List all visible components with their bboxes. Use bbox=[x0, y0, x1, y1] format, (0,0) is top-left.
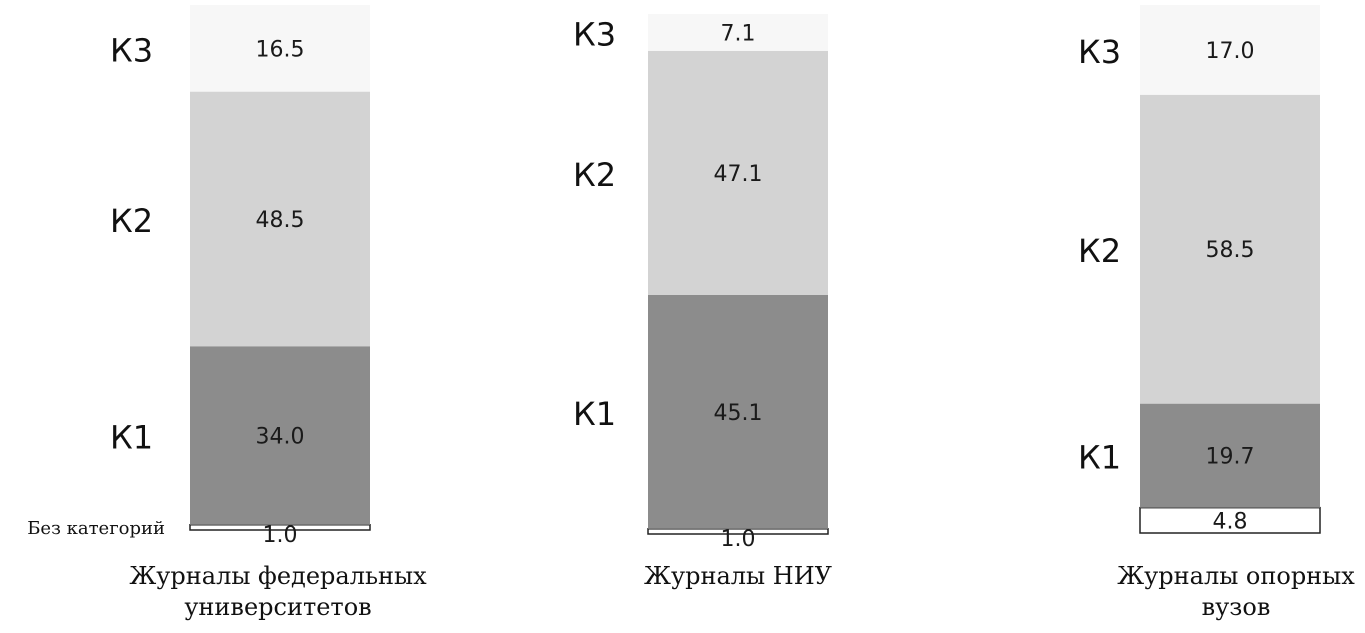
category-label: вузов bbox=[1202, 593, 1271, 621]
segment-tag: К1 bbox=[110, 419, 153, 457]
segment-tag: К2 bbox=[1078, 232, 1121, 270]
value-label: 47.1 bbox=[714, 162, 763, 187]
value-label: 48.5 bbox=[256, 208, 305, 233]
value-label: 1.0 bbox=[721, 527, 756, 552]
value-label: 34.0 bbox=[256, 425, 305, 450]
segment-tag: К2 bbox=[573, 156, 616, 194]
value-label: 7.1 bbox=[721, 21, 756, 46]
bar-group-1: 1.0 Без категорий 34.0 К1 48.5 К2 16.5 К3 Журнал… bbox=[27, 5, 427, 621]
bar-group-2: 1.0 45.1 К1 47.1 К2 7.1 К3 Журналы НИУ bbox=[573, 14, 833, 590]
value-label: 16.5 bbox=[256, 37, 305, 62]
value-label: 19.7 bbox=[1206, 445, 1255, 470]
bar-segment-k1 bbox=[648, 294, 828, 529]
category-label: Журналы федеральных bbox=[129, 562, 427, 590]
segment-tag: К1 bbox=[573, 395, 616, 433]
bar-segment-k1 bbox=[190, 346, 370, 525]
segment-tag-none: Без категорий bbox=[27, 518, 165, 539]
bar-segment-k3 bbox=[648, 14, 828, 51]
category-label: Журналы опорных bbox=[1117, 562, 1355, 590]
value-label: 17.0 bbox=[1206, 39, 1255, 64]
bar-group-3: 4.8 19.7 К1 58.5 К2 17.0 К3 Журналы опорных вузо… bbox=[1078, 5, 1355, 621]
bar-segment-k1 bbox=[1140, 403, 1320, 508]
segment-tag: К2 bbox=[110, 202, 153, 240]
bar-segment-k3 bbox=[190, 5, 370, 92]
value-label: 4.8 bbox=[1213, 509, 1248, 534]
bar-segment-k2 bbox=[648, 50, 828, 295]
bar-segment-k2 bbox=[1140, 94, 1320, 404]
value-label: 45.1 bbox=[714, 401, 763, 426]
bar-segment-k3 bbox=[1140, 5, 1320, 95]
value-label: 1.0 bbox=[263, 523, 298, 548]
category-label: Журналы НИУ bbox=[644, 562, 833, 590]
segment-tag: К3 bbox=[1078, 33, 1121, 71]
value-label: 58.5 bbox=[1206, 238, 1255, 263]
category-label: университетов bbox=[184, 593, 371, 621]
segment-tag: К1 bbox=[1078, 439, 1121, 477]
segment-tag: К3 bbox=[573, 15, 616, 53]
segment-tag: К3 bbox=[110, 31, 153, 69]
bar-segment-k2 bbox=[190, 91, 370, 347]
bar-segment-none bbox=[1139, 506, 1321, 534]
